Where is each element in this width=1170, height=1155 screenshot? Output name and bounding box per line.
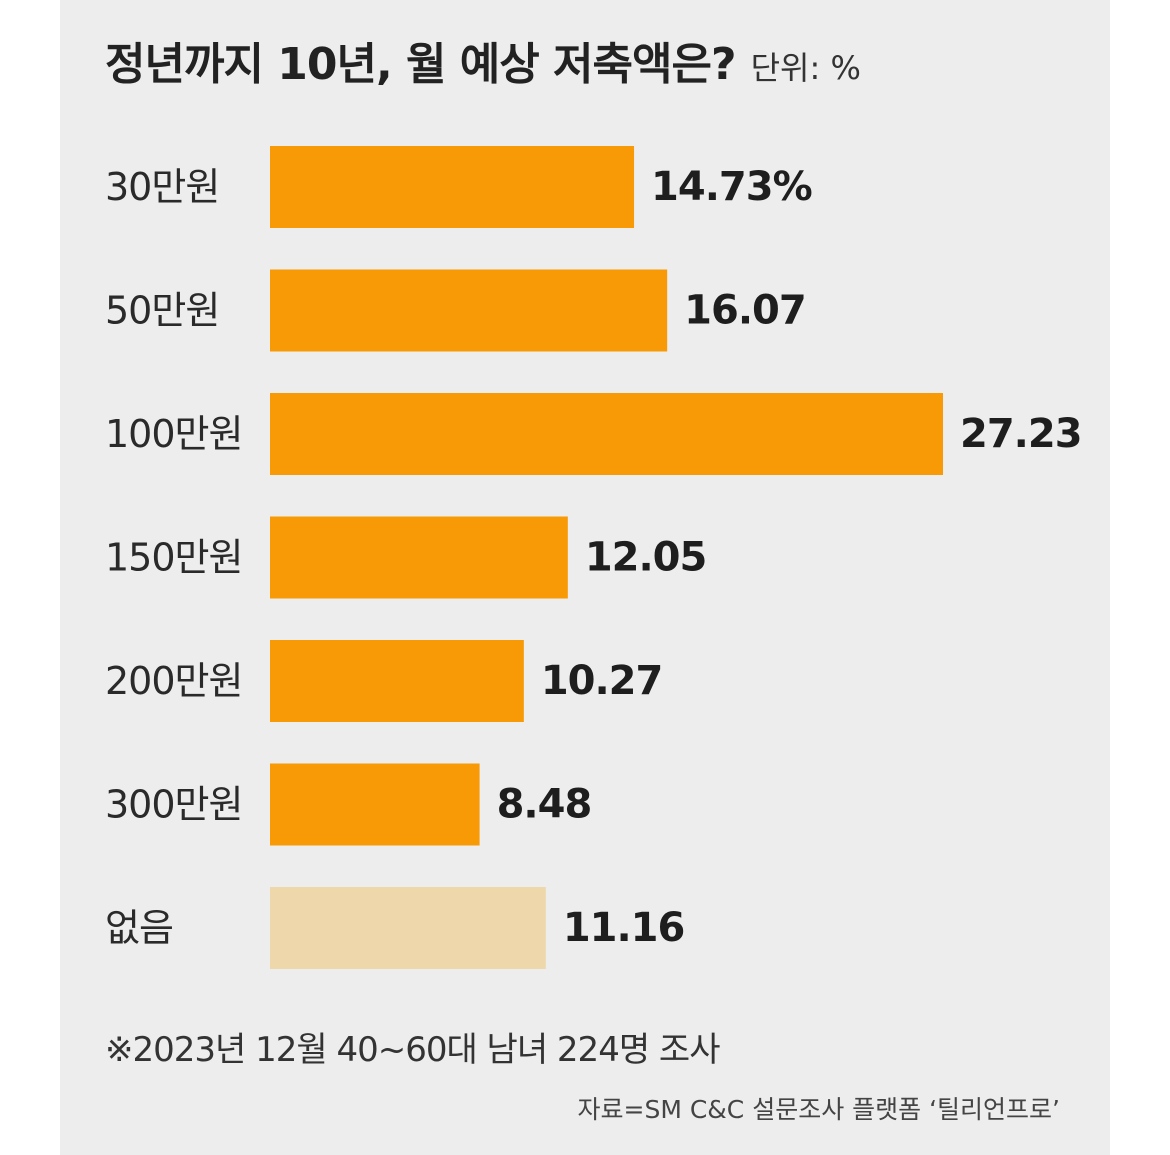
- chart-title: 정년까지 10년, 월 예상 저축액은?: [105, 39, 737, 90]
- value-label-5: 8.48: [497, 782, 592, 828]
- bar-chart: 30만원 14.73% 50만원 16.07 100만원 27.23 150만원 12.05 2…: [105, 146, 1083, 969]
- category-label-1: 50만원: [105, 289, 219, 333]
- value-label-4: 10.27: [541, 658, 663, 704]
- title-row: 정년까지 10년, 월 예상 저축액은? 단위: %: [105, 28, 861, 92]
- source-credit: 자료=SM C&C 설문조사 플랫폼 ‘틸리언프로’: [577, 1095, 1060, 1124]
- value-label-3: 12.05: [585, 535, 707, 581]
- category-label-6: 없음: [105, 906, 173, 950]
- category-label-2: 100만원: [105, 412, 242, 456]
- value-label-0: 14.73%: [651, 164, 812, 210]
- bar-1: [270, 269, 668, 352]
- category-label-0: 30만원: [105, 165, 219, 209]
- bar-4: [270, 640, 524, 722]
- bar-0: [270, 146, 635, 228]
- value-label-2: 27.23: [960, 411, 1082, 457]
- category-label-4: 200만원: [105, 659, 242, 703]
- bar-3: [270, 516, 568, 599]
- bar-2: [270, 393, 943, 475]
- unit-label: 단위: %: [750, 49, 861, 87]
- category-label-5: 300만원: [105, 783, 242, 827]
- bar-6: [270, 887, 546, 969]
- bar-5: [270, 763, 480, 846]
- value-label-1: 16.07: [684, 288, 806, 334]
- survey-note: ※2023년 12월 40~60대 남녀 224명 조사: [105, 1030, 720, 1070]
- value-label-6: 11.16: [563, 905, 685, 951]
- category-label-3: 150만원: [105, 536, 242, 580]
